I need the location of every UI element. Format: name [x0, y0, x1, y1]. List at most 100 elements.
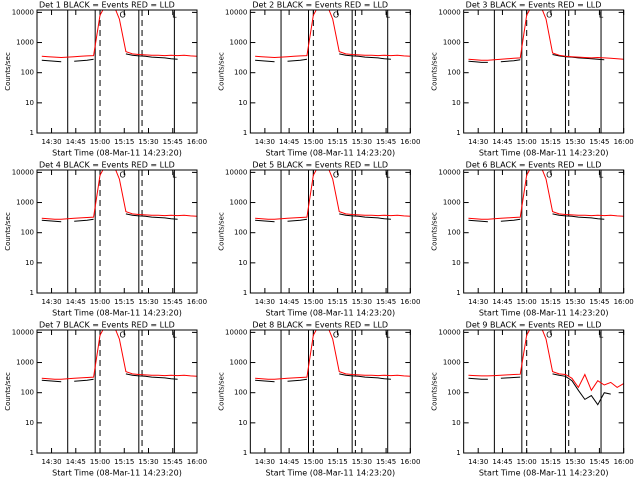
- series-line: [125, 53, 178, 60]
- series-line: [500, 376, 521, 379]
- series-line: [74, 378, 94, 382]
- series-line: [468, 219, 488, 223]
- y-tick-label: 100: [21, 229, 34, 237]
- series-line: [287, 58, 308, 62]
- chart-title: Det 4 BLACK = Events RED = LLD: [39, 161, 175, 170]
- x-axis-label: Start Time (08-Mar-11 14:23:20): [52, 309, 182, 318]
- x-tick-label: 14:45: [66, 138, 86, 146]
- x-tick-label: 15:45: [376, 458, 396, 466]
- x-tick-label: 15:45: [376, 138, 396, 146]
- y-tick-label: 10000: [225, 168, 247, 176]
- x-tick-label: 16:00: [614, 458, 634, 466]
- annotation: L: [599, 11, 604, 20]
- x-tick-label: 16:00: [400, 138, 420, 146]
- x-tick-label: 15:15: [328, 298, 348, 306]
- y-tick-label: 100: [234, 389, 247, 397]
- x-tick-label: 15:30: [565, 138, 585, 146]
- y-tick-label: 1: [456, 129, 460, 137]
- series-line: [255, 170, 411, 220]
- y-tick-label: 10: [238, 419, 247, 427]
- x-tick-label: 15:45: [376, 298, 396, 306]
- y-tick-label: 1: [30, 289, 34, 297]
- annotation: O: [546, 171, 552, 180]
- x-tick-label: 15:15: [541, 138, 561, 146]
- y-tick-label: 10: [25, 419, 34, 427]
- chart-title: Det 7 BLACK = Events RED = LLD: [39, 321, 175, 330]
- plot-frame: [463, 9, 625, 134]
- series-line: [41, 170, 197, 220]
- panel: Det 1 BLACK = Events RED = LLD Counts/sec…: [4, 1, 207, 158]
- x-tick-label: 15:30: [138, 138, 158, 146]
- y-tick-label: 100: [234, 229, 247, 237]
- y-tick-label: 1: [456, 449, 460, 457]
- y-axis-label: Counts/sec: [4, 212, 12, 251]
- x-tick-label: 15:15: [114, 458, 134, 466]
- annotation: O: [333, 331, 339, 340]
- plot-frame: [249, 329, 411, 454]
- x-axis-label: Start Time (08-Mar-11 14:23:20): [266, 309, 396, 318]
- panel: Det 5 BLACK = Events RED = LLD Counts/sec…: [217, 161, 420, 318]
- x-tick-label: 15:15: [328, 138, 348, 146]
- y-tick-label: 1: [243, 449, 247, 457]
- series-line: [41, 330, 197, 380]
- y-tick-label: 10000: [438, 328, 460, 336]
- y-axis-label: Counts/sec: [4, 372, 12, 411]
- x-tick-label: 15:45: [163, 458, 183, 466]
- x-tick-label: 14:30: [41, 138, 61, 146]
- x-axis-label: Start Time (08-Mar-11 14:23:20): [479, 309, 609, 318]
- y-axis-label: Counts/sec: [431, 212, 439, 251]
- series-line: [468, 10, 624, 61]
- y-tick-label: 100: [447, 229, 460, 237]
- series-line: [41, 379, 62, 383]
- y-tick-label: 1: [456, 289, 460, 297]
- chart-title: Det 9 BLACK = Events RED = LLD: [466, 321, 602, 330]
- series-line: [552, 213, 605, 220]
- panel: Det 4 BLACK = Events RED = LLD Counts/sec…: [4, 161, 207, 318]
- y-tick-label: 10000: [12, 168, 34, 176]
- panel: Det 8 BLACK = Events RED = LLD Counts/sec…: [217, 321, 420, 478]
- y-axis-label: Counts/sec: [431, 372, 439, 411]
- plot-frame: [249, 169, 411, 294]
- series-line: [468, 170, 624, 220]
- series-line: [287, 218, 308, 222]
- chart-title: Det 6 BLACK = Events RED = LLD: [466, 161, 602, 170]
- x-tick-label: 15:15: [114, 298, 134, 306]
- panel: Det 6 BLACK = Events RED = LLD Counts/sec…: [431, 161, 634, 318]
- y-tick-label: 100: [21, 69, 34, 77]
- y-tick-label: 1000: [443, 359, 461, 367]
- x-tick-label: 15:15: [114, 138, 134, 146]
- annotation: O: [546, 11, 552, 20]
- x-axis-label: Start Time (08-Mar-11 14:23:20): [52, 469, 182, 478]
- x-tick-label: 16:00: [400, 458, 420, 466]
- x-axis-label: Start Time (08-Mar-11 14:23:20): [479, 469, 609, 478]
- x-tick-label: 15:00: [517, 138, 537, 146]
- annotation: L: [599, 331, 604, 340]
- series-line: [41, 10, 197, 59]
- y-tick-label: 10000: [225, 328, 247, 336]
- y-axis-label: Counts/sec: [217, 52, 225, 91]
- x-axis-label: Start Time (08-Mar-11 14:23:20): [479, 149, 609, 158]
- plot-frame: [463, 329, 625, 454]
- annotation: L: [599, 171, 604, 180]
- x-tick-label: 15:00: [90, 458, 110, 466]
- x-tick-label: 15:30: [352, 458, 372, 466]
- y-tick-label: 1: [243, 129, 247, 137]
- y-tick-label: 10: [452, 419, 461, 427]
- annotation: L: [172, 171, 177, 180]
- chart-title: Det 8 BLACK = Events RED = LLD: [252, 321, 388, 330]
- y-tick-label: 10000: [12, 8, 34, 16]
- x-tick-label: 15:00: [303, 298, 323, 306]
- panel: Det 3 BLACK = Events RED = LLD Counts/sec…: [431, 1, 634, 158]
- annotation: L: [385, 331, 390, 340]
- annotation: L: [385, 171, 390, 180]
- y-tick-label: 1000: [443, 199, 461, 207]
- y-tick-label: 1000: [16, 359, 34, 367]
- x-tick-label: 14:30: [468, 458, 488, 466]
- x-tick-label: 14:30: [41, 298, 61, 306]
- y-axis-label: Counts/sec: [217, 212, 225, 251]
- y-axis-label: Counts/sec: [4, 52, 12, 91]
- y-tick-label: 10: [25, 99, 34, 107]
- y-tick-label: 100: [234, 69, 247, 77]
- x-tick-label: 14:30: [468, 298, 488, 306]
- series-line: [41, 219, 62, 223]
